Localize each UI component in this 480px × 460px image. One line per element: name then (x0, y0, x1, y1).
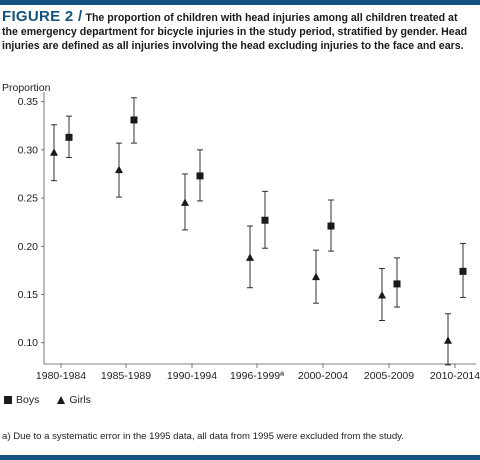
girls-point (181, 198, 189, 206)
legend-boys-label: Boys (16, 394, 40, 406)
x-tick-label: 2000-2004 (298, 370, 348, 382)
bottom-rule (0, 455, 480, 460)
axes (43, 92, 476, 365)
error-bar-chart: 0.10 0.15 0.20 0.25 0.30 0.35 1980-1984 1985-1… (18, 92, 480, 382)
boys-point (130, 116, 138, 124)
y-ticks: 0.10 0.15 0.20 0.25 0.30 0.35 (18, 96, 44, 349)
x-tick-label: 1996-1999ª (230, 370, 284, 382)
y-tick-label: 0.25 (18, 193, 39, 205)
x-tick-label: 1990-1994 (167, 370, 217, 382)
legend: Boys Girls (4, 394, 91, 406)
x-ticks: 1980-1984 1985-1989 1990-1994 1996-1999ª 200… (36, 364, 480, 382)
figure-caption-text: The proportion of children with head inj… (2, 12, 468, 52)
top-rule (0, 0, 480, 5)
boys-point (327, 222, 335, 230)
boys-point (459, 267, 467, 275)
y-axis-label: Proportion (2, 82, 51, 94)
girls-point (378, 290, 386, 299)
girls-point (246, 253, 254, 261)
footnote: a) Due to a systematic error in the 1995… (2, 431, 404, 442)
legend-boys-marker (4, 396, 12, 404)
boys-point (261, 216, 269, 224)
y-tick-label: 0.20 (18, 241, 39, 253)
y-tick-label: 0.30 (18, 144, 39, 156)
boys-point (393, 280, 401, 288)
x-tick-label: 1985-1989 (101, 370, 151, 382)
y-tick-label: 0.10 (18, 337, 39, 349)
girls-point (312, 272, 320, 281)
figure-label: FIGURE 2 / (2, 8, 83, 25)
girls-point (115, 165, 123, 174)
y-tick-label: 0.35 (18, 96, 39, 108)
girls-point (50, 148, 58, 156)
boys-point (196, 172, 204, 180)
x-tick-label: 2010-2014 (430, 370, 480, 382)
y-tick-label: 0.15 (18, 289, 39, 301)
figure-caption: FIGURE 2 / The proportion of children wi… (2, 8, 476, 53)
legend-girls-marker (57, 396, 66, 404)
girls-point (444, 336, 452, 344)
data-marks (50, 97, 467, 366)
legend-girls-label: Girls (69, 394, 91, 406)
x-tick-label: 2005-2009 (364, 370, 414, 382)
x-tick-label: 1980-1984 (36, 370, 86, 382)
boys-point (65, 133, 73, 141)
